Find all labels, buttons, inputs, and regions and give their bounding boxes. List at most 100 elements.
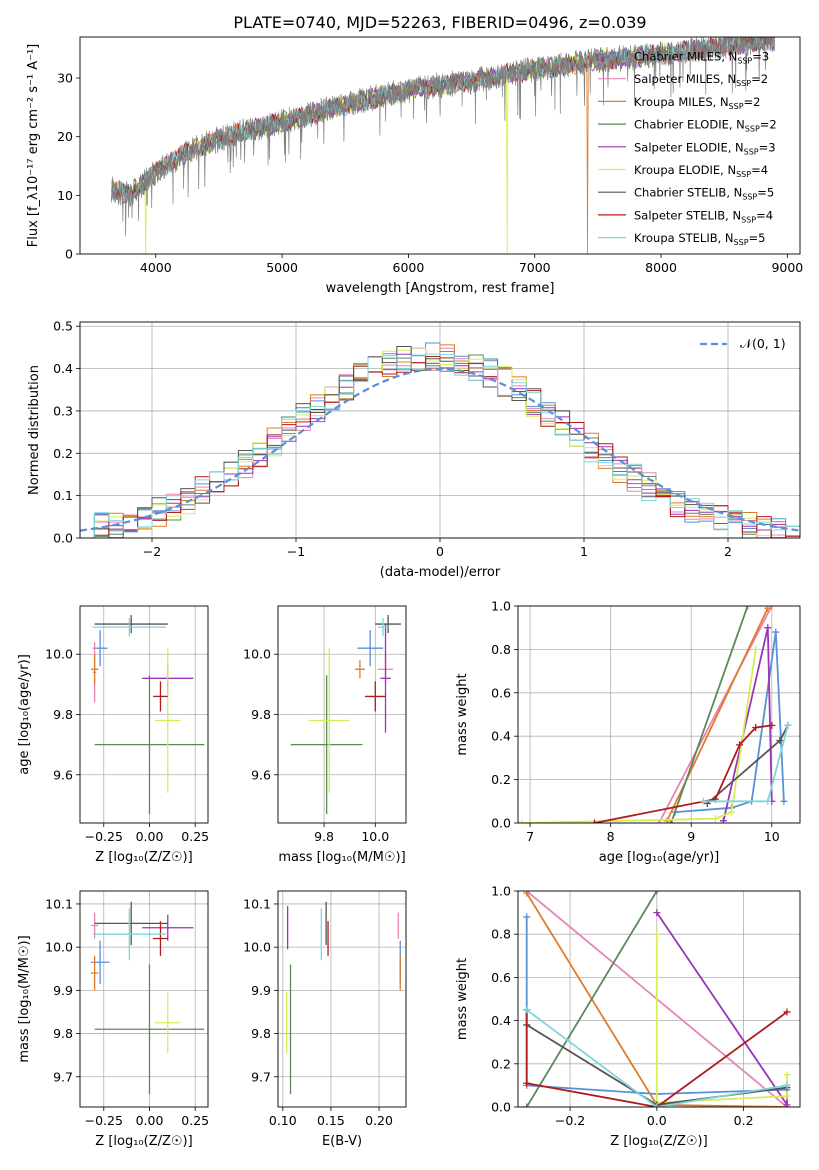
axes-frame-mass_weight_vs_Z	[517, 890, 801, 1108]
x-tick-label: 8	[607, 829, 615, 844]
x-tick-label: 0.2	[734, 1113, 754, 1128]
mass-weight-line	[521, 649, 757, 823]
x-tick-label: 9000	[771, 260, 803, 275]
mass-weight-marker	[523, 1006, 531, 1014]
mass-weight-line	[658, 606, 773, 823]
y-axis-label: Flux [f_λ10⁻¹⁷ erg cm⁻² s⁻¹ A⁻¹]	[26, 44, 41, 248]
y-tick-label: 0.1	[53, 488, 73, 503]
axes-frame-mass_weight_vs_age	[517, 605, 801, 824]
mass-weight-marker	[667, 819, 675, 823]
y-tick-label: 9.7	[251, 1069, 271, 1084]
y-tick-label: 1.0	[491, 599, 511, 614]
legend-label-value: =3	[759, 140, 776, 154]
mass-weight-line	[722, 627, 773, 822]
mass-weight-marker	[776, 737, 784, 745]
x-tick-label: 7	[526, 829, 534, 844]
x-axis-label: wavelength [Angstrom, rest frame]	[326, 281, 555, 296]
plot-area-mass_vs_EBV	[286, 901, 401, 1095]
mass-weight-marker	[518, 819, 526, 823]
mass-weight-line	[525, 916, 788, 1095]
x-tick-label: 0.00	[136, 829, 164, 844]
mass-weight-marker	[523, 913, 531, 921]
y-tick-label: 0.8	[491, 927, 511, 942]
y-tick-label: 9.9	[53, 983, 73, 998]
mass-weight-marker	[783, 1101, 791, 1107]
x-tick-label: 0.15	[317, 1113, 345, 1128]
mass-weight-marker	[653, 909, 661, 917]
x-tick-label: 4000	[140, 260, 172, 275]
x-tick-label: 9.8	[314, 829, 334, 844]
legend-label-value: =2	[751, 72, 768, 86]
mass-weight-marker	[728, 808, 736, 816]
legend-subscript: SSP	[729, 102, 744, 111]
mass-weight-line	[656, 912, 788, 1107]
y-tick-label: 30	[57, 71, 73, 86]
mass-weight-marker	[744, 606, 752, 610]
legend-label: Salpeter MILES, NSSP=2	[634, 72, 768, 88]
x-tick-label: 0	[436, 544, 444, 559]
mass-weight-marker	[699, 797, 707, 805]
legend-label-value: =2	[744, 95, 761, 109]
x-axis-label: E(B-V)	[322, 1134, 362, 1149]
legend-label: Chabrier STELIB, NSSP=5	[634, 186, 774, 202]
observed-spectrum-line	[111, 37, 776, 237]
mass-weight-marker	[764, 606, 772, 612]
legend-subscript: SSP	[742, 193, 757, 202]
mass-weight-marker	[736, 741, 744, 749]
x-axis-label: (data-model)/error	[380, 565, 501, 580]
y-tick-label: 20	[57, 129, 73, 144]
y-tick-label: 0.8	[491, 642, 511, 657]
x-tick-label: 0.0	[647, 1113, 667, 1128]
residual-histogram	[80, 356, 800, 538]
mass-weight-marker	[764, 797, 772, 805]
axes-frame-age_vs_mass	[277, 605, 407, 824]
mass-weight-marker	[752, 724, 760, 732]
x-tick-label: 10.0	[361, 829, 389, 844]
mass-weight-line	[703, 725, 789, 803]
y-tick-label: 0.0	[53, 531, 73, 546]
plot-area-spectrum	[111, 37, 776, 254]
x-tick-label: 7000	[519, 260, 551, 275]
mass-weight-line	[525, 1009, 788, 1107]
axes-frame-age_vs_Z	[79, 605, 209, 824]
legend-label-value: =2	[760, 118, 777, 132]
mass-weight-marker	[591, 819, 599, 823]
y-tick-label: 0.4	[53, 361, 73, 376]
y-tick-label: 1.0	[491, 884, 511, 899]
legend-label-value: =5	[749, 231, 766, 245]
mass-weight-line	[525, 891, 658, 1107]
y-tick-label: 0	[65, 247, 73, 262]
figure-title: PLATE=0740, MJD=52263, FIBERID=0496, z=0…	[233, 13, 646, 32]
y-tick-label: 9.9	[251, 983, 271, 998]
y-axis-label: mass [log₁₀(M/M☉)]	[17, 935, 32, 1062]
mass-weight-line	[594, 724, 772, 823]
x-tick-label: 2	[724, 544, 732, 559]
y-tick-label: 0.2	[491, 1056, 511, 1071]
residual-histogram	[80, 346, 800, 538]
legend-label-value: =3	[752, 50, 769, 64]
y-tick-label: 10	[57, 188, 73, 203]
x-axis-label: Z [log₁₀(Z/Z☉)]	[95, 1134, 192, 1149]
x-tick-label: −0.2	[555, 1113, 585, 1128]
legend-subscript: SSP	[736, 79, 751, 88]
legend-subscript: SSP	[736, 170, 751, 179]
mass-weight-marker	[711, 815, 719, 823]
x-axis-label: Z [log₁₀(Z/Z☉)]	[610, 1134, 707, 1149]
y-tick-label: 0.3	[53, 403, 73, 418]
x-tick-label: −0.25	[85, 1113, 123, 1128]
plot-area-mass_weight_vs_age	[518, 606, 792, 823]
mass-weight-line	[526, 1009, 788, 1107]
y-axis-label: Normed distribution	[27, 365, 42, 495]
plot-area-residuals	[80, 342, 800, 538]
legend-subscript: SSP	[745, 125, 760, 134]
plot-area-mass_weight_vs_Z	[523, 891, 791, 1107]
y-axis-label: mass weight	[455, 958, 470, 1040]
y-tick-label: 0.6	[491, 970, 511, 985]
x-tick-label: 0.00	[136, 1113, 164, 1128]
legend-label: Chabrier MILES, NSSP=3	[634, 50, 769, 66]
mass-weight-marker	[523, 1079, 531, 1087]
x-tick-label: 8000	[645, 260, 677, 275]
mass-weight-marker	[783, 1071, 791, 1079]
x-tick-label: 1	[580, 544, 588, 559]
